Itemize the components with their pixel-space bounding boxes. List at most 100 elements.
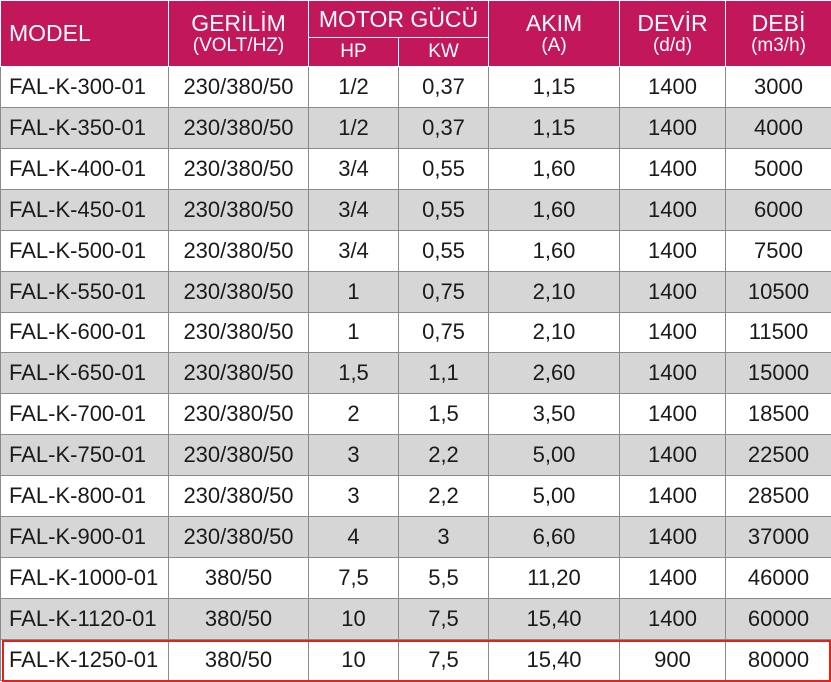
cell-voltage: 230/380/50 [169,271,309,312]
cell-kw: 0,55 [399,189,489,230]
cell-kw: 3 [399,517,489,558]
cell-model: FAL-K-900-01 [1,517,169,558]
cell-hp: 3/4 [309,148,399,189]
cell-model: FAL-K-600-01 [1,312,169,353]
cell-kw: 7,5 [399,598,489,639]
cell-hp: 7,5 [309,558,399,599]
cell-flow: 60000 [726,598,831,639]
cell-speed: 1400 [620,435,726,476]
cell-model: FAL-K-450-01 [1,189,169,230]
cell-kw: 2,2 [399,476,489,517]
header-speed-unit: (d/d) [620,36,725,56]
cell-kw: 0,55 [399,230,489,271]
cell-kw: 0,55 [399,148,489,189]
cell-flow: 6000 [726,189,831,230]
cell-flow: 10500 [726,271,831,312]
cell-speed: 1400 [620,353,726,394]
cell-hp: 1/2 [309,107,399,148]
cell-voltage: 230/380/50 [169,517,309,558]
cell-voltage: 380/50 [169,598,309,639]
cell-flow: 37000 [726,517,831,558]
cell-speed: 1400 [620,312,726,353]
cell-kw: 7,5 [399,639,489,680]
cell-kw: 0,37 [399,67,489,108]
cell-current: 1,60 [489,189,620,230]
header-kw: KW [399,38,489,67]
cell-voltage: 230/380/50 [169,476,309,517]
cell-flow: 80000 [726,639,831,680]
header-current-unit: (A) [489,36,619,56]
cell-speed: 1400 [620,230,726,271]
cell-current: 2,60 [489,353,620,394]
cell-model: FAL-K-700-01 [1,394,169,435]
cell-current: 1,60 [489,230,620,271]
header-flow: DEBİ (m3/h) [726,1,831,67]
cell-flow: 15000 [726,353,831,394]
header-speed: DEVİR (d/d) [620,1,726,67]
cell-model: FAL-K-300-01 [1,67,169,108]
header-model: MODEL [1,1,169,67]
cell-flow: 5000 [726,148,831,189]
cell-voltage: 230/380/50 [169,353,309,394]
cell-hp: 2 [309,394,399,435]
header-current: AKIM (A) [489,1,620,67]
cell-current: 3,50 [489,394,620,435]
cell-model: FAL-K-1120-01 [1,598,169,639]
cell-voltage: 230/380/50 [169,435,309,476]
cell-model: FAL-K-750-01 [1,435,169,476]
cell-flow: 11500 [726,312,831,353]
cell-flow: 28500 [726,476,831,517]
cell-speed: 1400 [620,107,726,148]
cell-speed: 1400 [620,476,726,517]
cell-voltage: 230/380/50 [169,230,309,271]
cell-kw: 5,5 [399,558,489,599]
cell-voltage: 230/380/50 [169,107,309,148]
cell-voltage: 380/50 [169,558,309,599]
cell-voltage: 230/380/50 [169,312,309,353]
cell-hp: 10 [309,598,399,639]
cell-flow: 22500 [726,435,831,476]
header-speed-title: DEVİR [620,11,725,35]
cell-current: 5,00 [489,476,620,517]
cell-current: 15,40 [489,639,620,680]
header-current-title: AKIM [489,11,619,35]
header-voltage: GERİLİM (VOLT/HZ) [169,1,309,67]
cell-speed: 1400 [620,558,726,599]
cell-model: FAL-K-500-01 [1,230,169,271]
cell-speed: 1400 [620,598,726,639]
header-motor-power: MOTOR GÜCÜ [309,1,489,38]
cell-speed: 1400 [620,271,726,312]
cell-model: FAL-K-1000-01 [1,558,169,599]
cell-current: 2,10 [489,271,620,312]
cell-model: FAL-K-550-01 [1,271,169,312]
cell-hp: 1,5 [309,353,399,394]
cell-hp: 1 [309,271,399,312]
cell-voltage: 230/380/50 [169,189,309,230]
cell-model: FAL-K-650-01 [1,353,169,394]
cell-hp: 3/4 [309,230,399,271]
cell-current: 15,40 [489,598,620,639]
cell-flow: 18500 [726,394,831,435]
header-voltage-title: GERİLİM [169,11,308,35]
cell-hp: 3 [309,435,399,476]
cell-flow: 46000 [726,558,831,599]
cell-voltage: 230/380/50 [169,148,309,189]
cell-kw: 0,75 [399,271,489,312]
cell-speed: 1400 [620,67,726,108]
cell-flow: 4000 [726,107,831,148]
cell-hp: 1 [309,312,399,353]
cell-model: FAL-K-400-01 [1,148,169,189]
cell-hp: 4 [309,517,399,558]
